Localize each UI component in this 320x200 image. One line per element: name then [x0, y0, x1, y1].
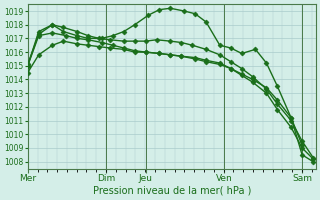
- X-axis label: Pression niveau de la mer( hPa ): Pression niveau de la mer( hPa ): [92, 186, 251, 196]
